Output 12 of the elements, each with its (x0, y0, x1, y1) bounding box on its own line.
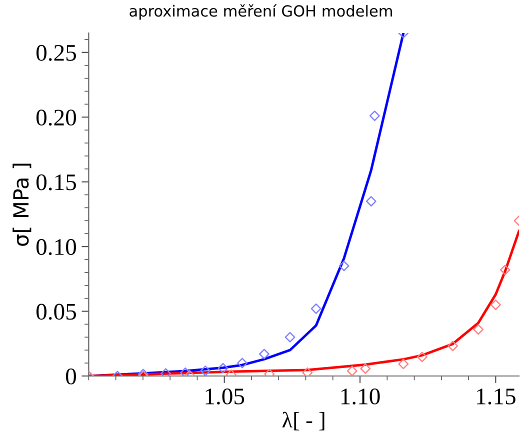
x-tick-label: 1.10 (341, 388, 380, 405)
y-tick-label: 0.10 (36, 239, 76, 256)
x-tick-label: 1.05 (206, 388, 244, 405)
y-tick-label: 0.20 (36, 110, 76, 126)
x-tick-label: 1.15 (477, 388, 516, 405)
y-tick-label: 0 (66, 368, 76, 384)
chart-title: aproximace měření GOH modelem (130, 4, 392, 20)
x-axis-title: λ[ - ] (282, 412, 324, 430)
y-tick-label: 0.05 (36, 304, 76, 320)
y-axis-title: σ[ MPa ] (12, 164, 32, 246)
y-tick-label: 0.15 (36, 174, 76, 190)
y-tick-label: 0.25 (36, 44, 76, 61)
